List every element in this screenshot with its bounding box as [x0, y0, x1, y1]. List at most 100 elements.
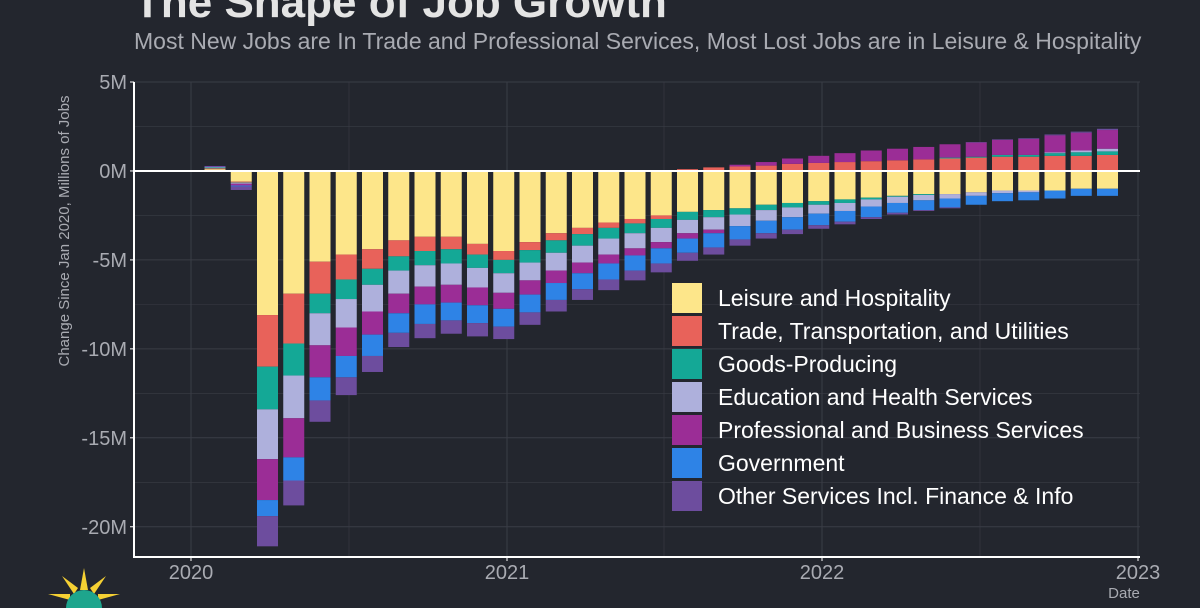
legend-swatch — [672, 481, 702, 511]
legend-item-other: Other Services Incl. Finance & Info — [672, 481, 1084, 511]
chart-subtitle: Most New Jobs are In Trade and Professio… — [134, 28, 1142, 54]
bar-segment — [834, 170, 856, 200]
bar-segment — [1097, 154, 1118, 171]
bar-segment — [677, 170, 698, 212]
x-tick-label: 2020 — [169, 562, 214, 584]
bar-segment — [335, 170, 357, 255]
bar-segment — [598, 254, 620, 264]
bar-segment — [309, 345, 331, 378]
bar-segment — [887, 160, 908, 171]
bar-segment — [362, 355, 383, 372]
legend-label: Other Services Incl. Finance & Info — [718, 482, 1074, 509]
bar-segment — [519, 250, 541, 263]
bar-segment — [650, 227, 672, 243]
bar-segment — [362, 170, 383, 250]
bar-segment — [860, 161, 882, 171]
bar-segment — [1044, 190, 1066, 199]
bar-segment — [992, 154, 1013, 157]
bar-segment — [257, 366, 278, 410]
bar-segment — [257, 170, 278, 316]
bar-segment — [598, 279, 620, 291]
bar-segment — [283, 418, 305, 458]
bar-segment — [887, 148, 908, 161]
bar-segment — [1018, 154, 1040, 157]
bar-segment — [1070, 131, 1092, 133]
legend-item-education: Education and Health Services — [672, 382, 1084, 412]
bar-segment — [204, 166, 226, 168]
bar-segment — [860, 150, 882, 162]
bar-segment — [677, 238, 698, 253]
bar-segment — [1044, 134, 1066, 136]
bar-segment — [1097, 130, 1118, 149]
bar-segment — [493, 308, 515, 327]
bar-segment — [598, 238, 620, 255]
legend-item-leisure: Leisure and Hospitality — [672, 283, 1084, 313]
bar-segment — [545, 240, 567, 253]
bar-segment — [860, 197, 882, 200]
bar-segment — [860, 206, 882, 218]
chart-title: The Shape of Job Growth — [134, 0, 667, 27]
bar-segment — [992, 190, 1013, 194]
bar-segment — [204, 167, 226, 169]
bar-segment — [572, 170, 593, 228]
bar-segment — [965, 156, 987, 158]
bar-segment — [572, 262, 593, 274]
bar-segment — [283, 375, 305, 419]
bar-segment — [467, 170, 488, 244]
bar-segment — [939, 158, 961, 171]
bar-segment — [362, 311, 383, 335]
bar-segment — [230, 181, 252, 183]
bar-segment — [1018, 192, 1040, 201]
bar-segment — [283, 480, 305, 506]
bar-segment — [913, 146, 935, 160]
x-tick-label: 2022 — [800, 562, 845, 584]
bar-segment — [808, 201, 830, 205]
x-axis-label: Date — [1108, 585, 1140, 600]
bar-segment — [283, 457, 305, 481]
bar-segment — [887, 196, 908, 203]
bar-segment — [808, 170, 830, 202]
bar-segment — [283, 293, 305, 344]
bar-segment — [913, 200, 935, 211]
bar-segment — [493, 292, 515, 309]
bar-segment — [729, 166, 751, 171]
bar-segment — [782, 229, 803, 235]
bar-segment — [677, 252, 698, 261]
bar-segment — [414, 286, 436, 305]
legend-label: Government — [718, 449, 845, 476]
bar-segment — [283, 343, 305, 376]
legend-item-professional: Professional and Business Services — [672, 415, 1084, 445]
bar-segment — [230, 182, 252, 184]
bar-segment — [939, 198, 961, 208]
bar-segment — [887, 195, 908, 197]
bar-segment — [335, 279, 357, 300]
bar-segment — [1097, 170, 1118, 189]
bar-segment — [860, 199, 882, 207]
bar-segment — [729, 214, 751, 227]
bar-segment — [624, 255, 646, 271]
bar-segment — [887, 170, 908, 196]
x-tick-label: 2021 — [485, 562, 530, 584]
bar-segment — [414, 236, 436, 252]
y-axis-label: Change Since Jan 2020, Millions of Jobs — [56, 96, 73, 367]
bar-segment — [650, 218, 672, 228]
bar-segment — [992, 193, 1013, 202]
bar-segment — [782, 207, 803, 218]
bar-segment — [860, 170, 882, 198]
bar-segment — [519, 170, 541, 243]
bar-segment — [808, 155, 830, 163]
bar-segment — [624, 233, 646, 249]
bar-segment — [257, 516, 278, 547]
bar-segment — [493, 259, 515, 274]
bar-segment — [834, 199, 856, 203]
bar-segment — [834, 162, 856, 171]
bar-segment — [1044, 153, 1066, 156]
bar-segment — [624, 223, 646, 234]
bar-segment — [677, 233, 698, 239]
legend-swatch — [672, 316, 702, 346]
legend-label: Education and Health Services — [718, 383, 1033, 410]
bar-segment — [545, 252, 567, 271]
axes: 5M 0M -5M -10M -15M -20M 2020 2021 2022 2023 — [81, 72, 1160, 584]
bar-segment — [414, 251, 436, 266]
